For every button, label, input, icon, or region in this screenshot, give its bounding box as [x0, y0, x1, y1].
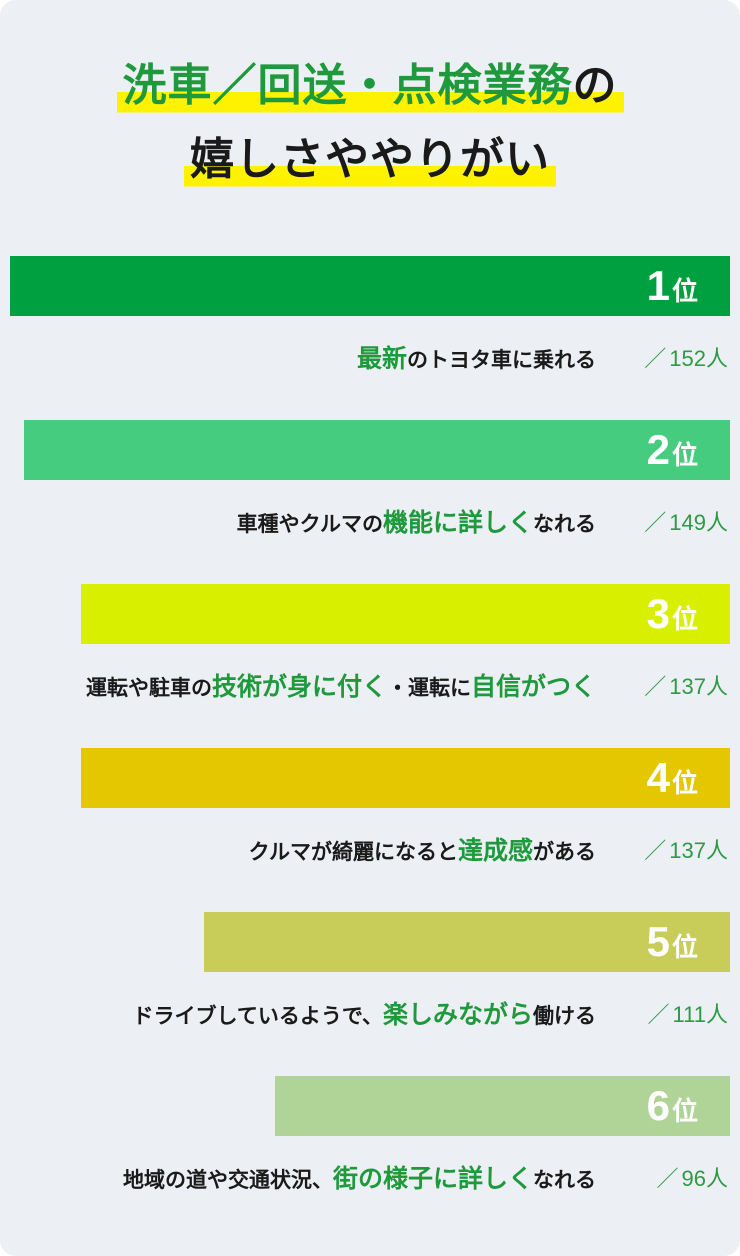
- rank-1-description: 最新のトヨタ車に乗れる: [357, 344, 596, 375]
- description-text: がある: [533, 840, 596, 864]
- rank-2-description: 車種やクルマの機能に詳しくなれる: [237, 508, 596, 539]
- description-text: なれる: [533, 1168, 596, 1192]
- title-line-1: 洗車／回送・点検業務の: [0, 56, 740, 116]
- rank-suffix: 位: [671, 932, 698, 962]
- count-value: 137人: [669, 838, 728, 863]
- description-text: ・運転に: [386, 676, 471, 700]
- rank-6-count: ／ 96人: [654, 1164, 729, 1194]
- count-slash: ／: [644, 510, 667, 535]
- rank-number: 3: [646, 590, 670, 637]
- description-text: ドライブしているようで、: [132, 1004, 383, 1028]
- rank-suffix: 位: [671, 768, 698, 798]
- count-value: 137人: [669, 674, 728, 699]
- rank-2-label: 2位: [647, 426, 698, 484]
- rank-suffix: 位: [671, 276, 698, 306]
- title-line-2: 嬉しさややりがい: [0, 130, 740, 190]
- count-slash: ／: [644, 838, 667, 863]
- rank-3-label: 3位: [647, 590, 698, 648]
- count-slash: ／: [647, 1002, 670, 1027]
- description-text: クルマが綺麗になると: [248, 840, 458, 864]
- description-emphasis: 街の様子に詳しく: [332, 1164, 533, 1193]
- description-emphasis: 自信がつく: [470, 672, 596, 701]
- rank-6-description: 地域の道や交通状況、街の様子に詳しくなれる: [123, 1164, 596, 1195]
- description-emphasis: 最新: [356, 344, 407, 373]
- rank-1-label: 1位: [647, 262, 698, 320]
- rank-5-label: 5位: [647, 918, 698, 976]
- title-part-1: 洗車／回送・点検業務: [122, 60, 573, 111]
- description-text: 運転や駐車の: [85, 676, 212, 700]
- description-emphasis: 機能に詳しく: [382, 508, 533, 537]
- description-text: 働ける: [533, 1004, 596, 1028]
- rank-6-bar: 6位: [275, 1076, 730, 1136]
- rank-3-bar: 3位: [81, 584, 730, 644]
- rank-suffix: 位: [671, 604, 698, 634]
- rank-number: 6: [646, 1082, 670, 1129]
- rank-1-bar: 1位: [10, 256, 730, 316]
- count-slash: ／: [644, 674, 667, 699]
- description-emphasis: 技術が身に付く: [211, 672, 387, 701]
- rank-2-count: ／ 149人: [641, 508, 728, 538]
- rank-suffix: 位: [671, 1096, 698, 1126]
- description-emphasis: 楽しみながら: [382, 1000, 533, 1029]
- rank-number: 4: [646, 754, 670, 801]
- rank-number: 1: [646, 262, 670, 309]
- rank-3-count: ／ 137人: [641, 672, 728, 702]
- count-slash: ／: [656, 1166, 679, 1191]
- count-value: 152人: [669, 346, 728, 371]
- count-value: 96人: [681, 1166, 728, 1191]
- rank-suffix: 位: [671, 440, 698, 470]
- rank-4-bar: 4位: [81, 748, 730, 808]
- rank-4-count: ／ 137人: [641, 836, 728, 866]
- rank-5-bar: 5位: [204, 912, 730, 972]
- count-value: 111人: [672, 1002, 728, 1027]
- description-text: なれる: [533, 512, 596, 536]
- rank-number: 2: [646, 426, 670, 473]
- title-part-2: の: [572, 60, 618, 111]
- rank-5-description: ドライブしているようで、楽しみながら働ける: [132, 1000, 596, 1031]
- rank-3-description: 運転や駐車の技術が身に付く・運転に自信がつく: [86, 672, 596, 703]
- rank-5-count: ／ 111人: [645, 1000, 728, 1030]
- description-emphasis: 達成感: [457, 836, 533, 865]
- count-slash: ／: [644, 346, 667, 371]
- rank-6-label: 6位: [647, 1082, 698, 1140]
- title-highlight-1: 洗車／回送・点検業務の: [116, 56, 624, 116]
- rank-1-count: ／ 152人: [641, 344, 728, 374]
- count-value: 149人: [669, 510, 728, 535]
- description-text: 地域の道や交通状況、: [122, 1168, 333, 1192]
- rank-2-bar: 2位: [24, 420, 730, 480]
- description-text: 車種やクルマの: [236, 512, 383, 536]
- title-highlight-2: 嬉しさややりがい: [184, 130, 556, 190]
- rank-number: 5: [646, 918, 670, 965]
- rank-4-label: 4位: [647, 754, 698, 812]
- rank-4-description: クルマが綺麗になると達成感がある: [249, 836, 596, 867]
- description-text: のトヨタ車に乗れる: [407, 348, 596, 372]
